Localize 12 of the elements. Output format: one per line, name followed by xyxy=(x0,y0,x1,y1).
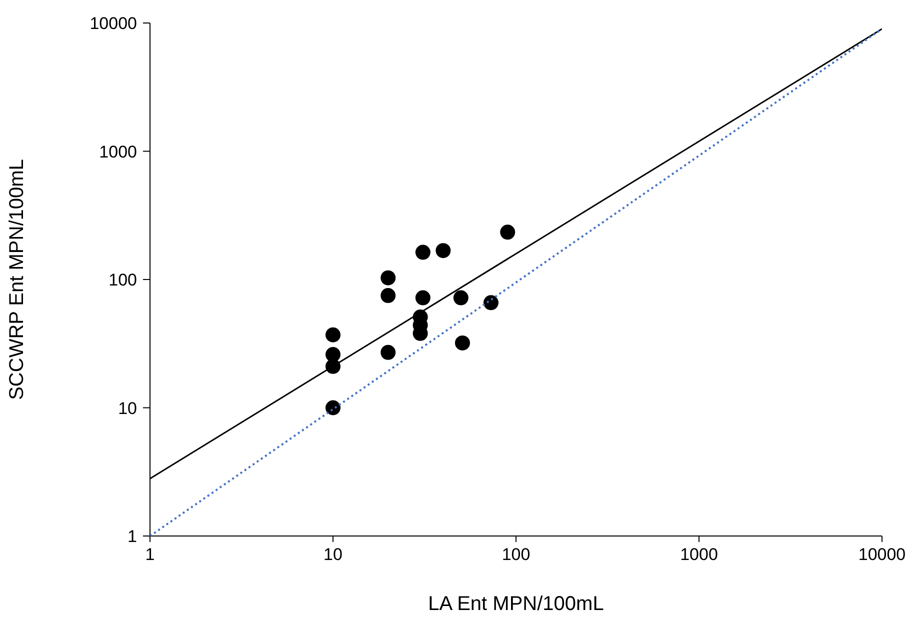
x-tick-label: 100 xyxy=(502,545,530,564)
x-tick-label: 1 xyxy=(145,545,155,564)
y-tick-label: 1000 xyxy=(99,142,137,162)
x-tick-label: 10000 xyxy=(858,545,906,564)
y-tick-label: 10000 xyxy=(90,14,137,34)
y-tick-label: 1 xyxy=(128,527,137,546)
y-tick-label: 10 xyxy=(118,398,137,418)
y-tick-label: 100 xyxy=(108,270,137,290)
x-tick-label: 10 xyxy=(324,545,342,564)
y-axis-title: SCCWRP Ent MPN/100mL xyxy=(6,159,28,400)
x-axis-title: LA Ent MPN/100mL xyxy=(428,593,604,615)
x-tick-label: 1000 xyxy=(680,545,718,564)
